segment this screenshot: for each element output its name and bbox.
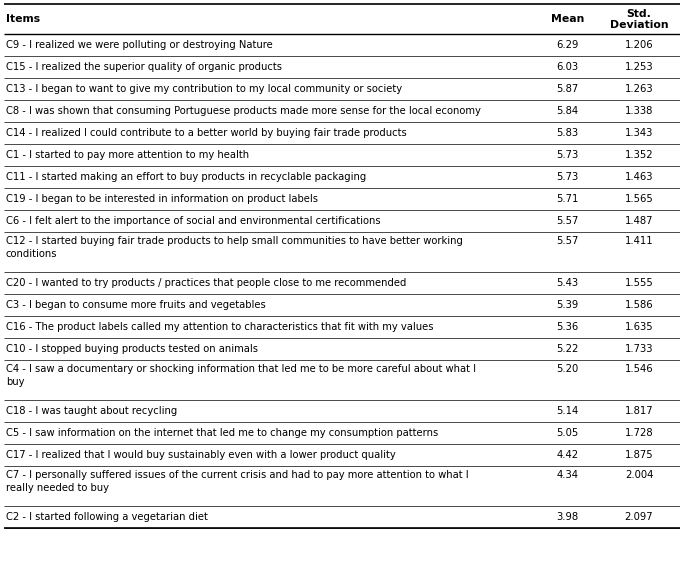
- Text: Mean: Mean: [551, 14, 584, 24]
- Text: Std.: Std.: [626, 9, 651, 19]
- Text: conditions: conditions: [6, 249, 58, 259]
- Text: 5.36: 5.36: [556, 322, 579, 332]
- Text: C20 - I wanted to try products / practices that people close to me recommended: C20 - I wanted to try products / practic…: [6, 278, 407, 288]
- Text: C1 - I started to pay more attention to my health: C1 - I started to pay more attention to …: [6, 150, 249, 160]
- Text: 6.29: 6.29: [556, 40, 579, 50]
- Text: 5.87: 5.87: [556, 84, 579, 94]
- Text: C5 - I saw information on the internet that led me to change my consumption patt: C5 - I saw information on the internet t…: [6, 428, 438, 438]
- Text: Items: Items: [6, 14, 40, 24]
- Text: C14 - I realized I could contribute to a better world by buying fair trade produ: C14 - I realized I could contribute to a…: [6, 128, 407, 138]
- Text: C17 - I realized that I would buy sustainably even with a lower product quality: C17 - I realized that I would buy sustai…: [6, 450, 396, 460]
- Text: 4.42: 4.42: [556, 450, 579, 460]
- Text: C9 - I realized we were polluting or destroying Nature: C9 - I realized we were polluting or des…: [6, 40, 273, 50]
- Text: 1.875: 1.875: [625, 450, 653, 460]
- Text: C11 - I started making an effort to buy products in recyclable packaging: C11 - I started making an effort to buy …: [6, 172, 367, 182]
- Text: 5.84: 5.84: [556, 106, 579, 116]
- Text: buy: buy: [6, 377, 24, 387]
- Text: C15 - I realized the superior quality of organic products: C15 - I realized the superior quality of…: [6, 62, 282, 72]
- Text: C8 - I was shown that consuming Portuguese products made more sense for the loca: C8 - I was shown that consuming Portugue…: [6, 106, 481, 116]
- Text: 1.555: 1.555: [625, 278, 653, 288]
- Text: C16 - The product labels called my attention to characteristics that fit with my: C16 - The product labels called my atten…: [6, 322, 434, 332]
- Text: 1.463: 1.463: [625, 172, 653, 182]
- Text: C18 - I was taught about recycling: C18 - I was taught about recycling: [6, 406, 177, 416]
- Text: 1.263: 1.263: [625, 84, 653, 94]
- Text: 1.586: 1.586: [625, 300, 653, 310]
- Text: 1.546: 1.546: [625, 364, 653, 374]
- Text: C7 - I personally suffered issues of the current crisis and had to pay more atte: C7 - I personally suffered issues of the…: [6, 470, 469, 480]
- Text: 5.83: 5.83: [556, 128, 579, 138]
- Text: 5.22: 5.22: [556, 344, 579, 354]
- Text: C2 - I started following a vegetarian diet: C2 - I started following a vegetarian di…: [6, 512, 208, 522]
- Text: Deviation: Deviation: [610, 20, 668, 30]
- Text: 5.71: 5.71: [556, 194, 579, 204]
- Text: 5.43: 5.43: [556, 278, 579, 288]
- Text: 1.253: 1.253: [625, 62, 653, 72]
- Text: C6 - I felt alert to the importance of social and environmental certifications: C6 - I felt alert to the importance of s…: [6, 216, 381, 226]
- Text: 5.14: 5.14: [556, 406, 579, 416]
- Text: 5.05: 5.05: [556, 428, 579, 438]
- Text: 1.411: 1.411: [625, 236, 653, 246]
- Text: 5.73: 5.73: [556, 150, 579, 160]
- Text: 5.20: 5.20: [556, 364, 579, 374]
- Text: 5.39: 5.39: [556, 300, 579, 310]
- Text: C13 - I began to want to give my contribution to my local community or society: C13 - I began to want to give my contrib…: [6, 84, 402, 94]
- Text: C12 - I started buying fair trade products to help small communities to have bet: C12 - I started buying fair trade produc…: [6, 236, 463, 246]
- Text: 5.57: 5.57: [556, 216, 579, 226]
- Text: 1.635: 1.635: [625, 322, 653, 332]
- Text: 5.73: 5.73: [556, 172, 579, 182]
- Text: really needed to buy: really needed to buy: [6, 483, 109, 493]
- Text: 3.98: 3.98: [556, 512, 579, 522]
- Text: 1.487: 1.487: [625, 216, 653, 226]
- Text: 1.206: 1.206: [625, 40, 653, 50]
- Text: C19 - I began to be interested in information on product labels: C19 - I began to be interested in inform…: [6, 194, 318, 204]
- Text: C3 - I began to consume more fruits and vegetables: C3 - I began to consume more fruits and …: [6, 300, 266, 310]
- Text: 2.097: 2.097: [625, 512, 653, 522]
- Text: C10 - I stopped buying products tested on animals: C10 - I stopped buying products tested o…: [6, 344, 258, 354]
- Text: 1.817: 1.817: [625, 406, 653, 416]
- Text: 4.34: 4.34: [556, 470, 579, 480]
- Text: 1.733: 1.733: [625, 344, 653, 354]
- Text: 1.565: 1.565: [625, 194, 653, 204]
- Text: 6.03: 6.03: [556, 62, 579, 72]
- Text: 5.57: 5.57: [556, 236, 579, 246]
- Text: 1.343: 1.343: [625, 128, 653, 138]
- Text: 1.338: 1.338: [625, 106, 653, 116]
- Text: 1.728: 1.728: [625, 428, 653, 438]
- Text: 1.352: 1.352: [625, 150, 653, 160]
- Text: 2.004: 2.004: [625, 470, 653, 480]
- Text: C4 - I saw a documentary or shocking information that led me to be more careful : C4 - I saw a documentary or shocking inf…: [6, 364, 476, 374]
